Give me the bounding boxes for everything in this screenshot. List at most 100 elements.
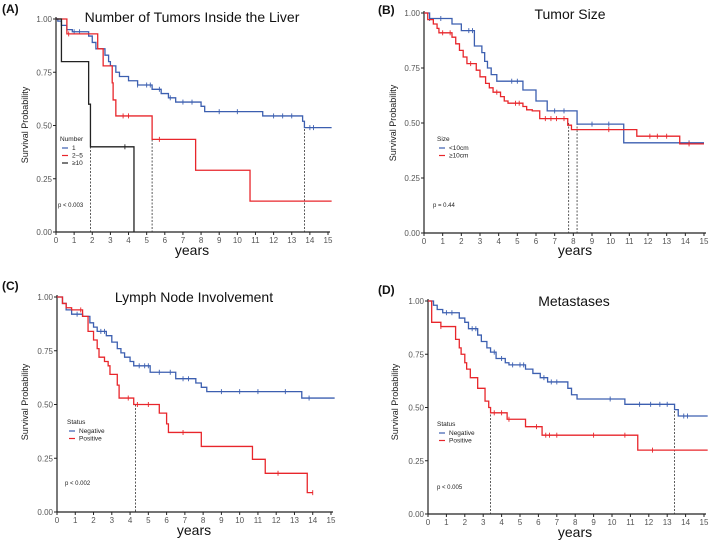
x-tick-label: 12	[644, 518, 653, 527]
y-tick-label: 0.50	[37, 401, 53, 410]
x-tick-label: 5	[146, 516, 151, 525]
x-tick-label: 12	[269, 236, 278, 245]
legend-title: Size	[437, 136, 450, 143]
survival-curve-1	[424, 12, 704, 145]
x-tick-label: 8	[571, 237, 576, 246]
x-tick-label: 9	[590, 237, 595, 246]
x-tick-label: 8	[201, 516, 206, 525]
x-tick-label: 13	[662, 237, 671, 246]
y-axis-label: Survival Probability	[388, 84, 398, 161]
survival-curve-0	[57, 296, 335, 399]
p-value: p = 0.44	[433, 203, 456, 209]
x-tick-label: 3	[108, 236, 113, 245]
x-tick-label: 12	[272, 516, 281, 525]
panel-tag: (A)	[2, 2, 19, 16]
panel-d: 0.000.250.500.751.000 1 2 3 4 5 6 7 8 9 10 11 12 13 14…	[378, 283, 709, 540]
legend-title: Status	[437, 421, 456, 428]
x-tick-label: 7	[555, 518, 560, 527]
x-tick-label: 13	[287, 236, 296, 245]
y-axis-label: Survival Probability	[390, 363, 400, 440]
x-tick-label: 1	[440, 237, 445, 246]
panel-b: 0.000.250.500.751.000 1 2 3 4 5 6 7 8 9 10 11 12 13 14…	[378, 3, 709, 258]
legend-title: Status	[67, 419, 86, 426]
chart-title: Number of Tumors Inside the Liver	[85, 9, 300, 25]
x-axis-label: years	[558, 524, 592, 540]
x-tick-label: 5	[518, 518, 523, 527]
x-tick-label: 9	[219, 516, 224, 525]
x-tick-label: 0	[426, 518, 431, 527]
y-tick-label: 0.75	[408, 350, 424, 359]
x-tick-label: 15	[700, 237, 709, 246]
y-tick-label: 0.25	[408, 457, 424, 466]
x-tick-label: 11	[251, 236, 260, 245]
x-tick-label: 12	[644, 237, 653, 246]
x-tick-label: 8	[199, 236, 204, 245]
x-tick-label: 10	[606, 237, 615, 246]
x-tick-label: 6	[163, 236, 168, 245]
legend-label: 1	[72, 145, 76, 152]
x-tick-label: 13	[663, 518, 672, 527]
x-tick-label: 15	[700, 518, 709, 527]
y-tick-label: 1.00	[36, 15, 52, 24]
legend-label: ≥10	[72, 160, 83, 167]
p-value: p < 0.002	[65, 481, 91, 487]
x-tick-label: 1	[72, 236, 77, 245]
y-tick-label: 0.00	[36, 228, 52, 237]
x-axis-label: years	[177, 522, 211, 538]
survival-curve-0	[424, 12, 704, 144]
x-tick-label: 15	[327, 516, 336, 525]
x-tick-label: 14	[308, 516, 317, 525]
y-tick-label: 0.50	[36, 122, 52, 131]
x-tick-label: 0	[54, 236, 59, 245]
x-tick-label: 2	[459, 237, 464, 246]
x-tick-label: 9	[591, 518, 596, 527]
legend-label: Negative	[449, 430, 475, 437]
y-tick-label: 1.00	[37, 293, 53, 302]
chart-title: Lymph Node Involvement	[115, 289, 273, 305]
x-tick-label: 4	[496, 237, 501, 246]
panel-tag: (B)	[378, 3, 395, 17]
legend-label: ≥10cm	[449, 153, 468, 160]
x-tick-label: 9	[217, 236, 222, 245]
x-tick-label: 14	[681, 518, 690, 527]
y-tick-label: 0.75	[404, 64, 420, 73]
x-tick-label: 4	[126, 236, 131, 245]
p-value: p < 0.005	[437, 485, 463, 491]
legend-label: Negative	[79, 428, 105, 435]
y-tick-label: 0.25	[36, 175, 52, 184]
x-axis-label: years	[558, 242, 592, 258]
panel-c: 0.000.250.500.751.000 1 2 3 4 5 6 7 8 9 10 11 12 13 14…	[2, 279, 336, 538]
x-tick-label: 1	[73, 516, 78, 525]
survival-curve-2	[56, 18, 135, 232]
x-tick-label: 0	[422, 237, 427, 246]
x-tick-label: 8	[573, 518, 578, 527]
y-tick-label: 0.25	[37, 454, 53, 463]
survival-curve-1	[57, 296, 313, 494]
x-tick-label: 6	[536, 518, 541, 527]
x-tick-label: 10	[233, 236, 242, 245]
y-axis-label: Survival Probability	[20, 363, 30, 440]
x-tick-label: 5	[144, 236, 149, 245]
y-tick-label: 1.00	[408, 297, 424, 306]
x-tick-label: 13	[290, 516, 299, 525]
x-tick-label: 14	[681, 237, 690, 246]
x-tick-label: 2	[463, 518, 468, 527]
x-tick-label: 3	[478, 237, 483, 246]
y-tick-label: 0.50	[408, 404, 424, 413]
x-tick-label: 3	[481, 518, 486, 527]
survival-curve-1	[428, 300, 708, 451]
y-tick-label: 0.00	[408, 510, 424, 519]
chart-title: Tumor Size	[534, 6, 605, 22]
legend-label: Positive	[79, 436, 102, 443]
y-tick-label: 0.25	[404, 174, 420, 183]
x-tick-label: 11	[625, 237, 634, 246]
x-tick-label: 0	[55, 516, 60, 525]
x-tick-label: 2	[90, 236, 95, 245]
panel-tag: (D)	[378, 283, 395, 297]
chart-title: Metastases	[538, 293, 610, 309]
legend-title: Number	[60, 136, 84, 143]
y-tick-label: 1.00	[404, 9, 420, 18]
y-tick-label: 0.00	[404, 229, 420, 238]
y-tick-label: 0.50	[404, 119, 420, 128]
y-axis-label: Survival Probability	[20, 86, 30, 163]
